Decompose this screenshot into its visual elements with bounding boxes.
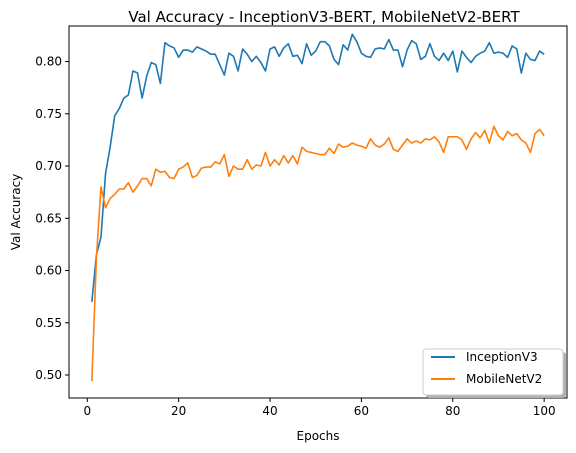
x-tick-label: 0 [83, 404, 91, 418]
y-tick-label: 0.80 [35, 55, 62, 69]
y-tick-label: 0.50 [35, 368, 62, 382]
x-axis-label: Epochs [297, 429, 340, 443]
legend: InceptionV3 MobileNetV2 [422, 348, 566, 398]
x-tick-label: 100 [533, 404, 556, 418]
x-axis: 0 20 40 60 80 100 [83, 398, 556, 418]
legend-label-inceptionv3: InceptionV3 [466, 350, 538, 364]
legend-box [422, 348, 564, 396]
plot-area [68, 25, 568, 399]
legend-label-mobilenetv2: MobileNetV2 [466, 372, 542, 386]
y-tick-label: 0.65 [35, 211, 62, 225]
y-tick-label: 0.75 [35, 107, 62, 121]
y-tick-label: 0.55 [35, 316, 62, 330]
y-axis: 0.50 0.55 0.60 0.65 0.70 0.75 0.80 [35, 55, 69, 382]
x-tick-label: 40 [262, 404, 277, 418]
series-line-mobilenetv2 [91, 125, 545, 382]
series-line-inceptionv3 [91, 33, 545, 302]
lines-layer [91, 33, 545, 382]
x-tick-label: 80 [445, 404, 460, 418]
chart-title: Val Accuracy - InceptionV3-BERT, MobileN… [128, 8, 520, 26]
y-tick-label: 0.60 [35, 264, 62, 278]
x-tick-label: 20 [171, 404, 186, 418]
plot-frame [68, 25, 568, 399]
y-tick-label: 0.70 [35, 159, 62, 173]
x-tick-label: 60 [354, 404, 369, 418]
y-axis-label: Val Accuracy [9, 174, 23, 251]
